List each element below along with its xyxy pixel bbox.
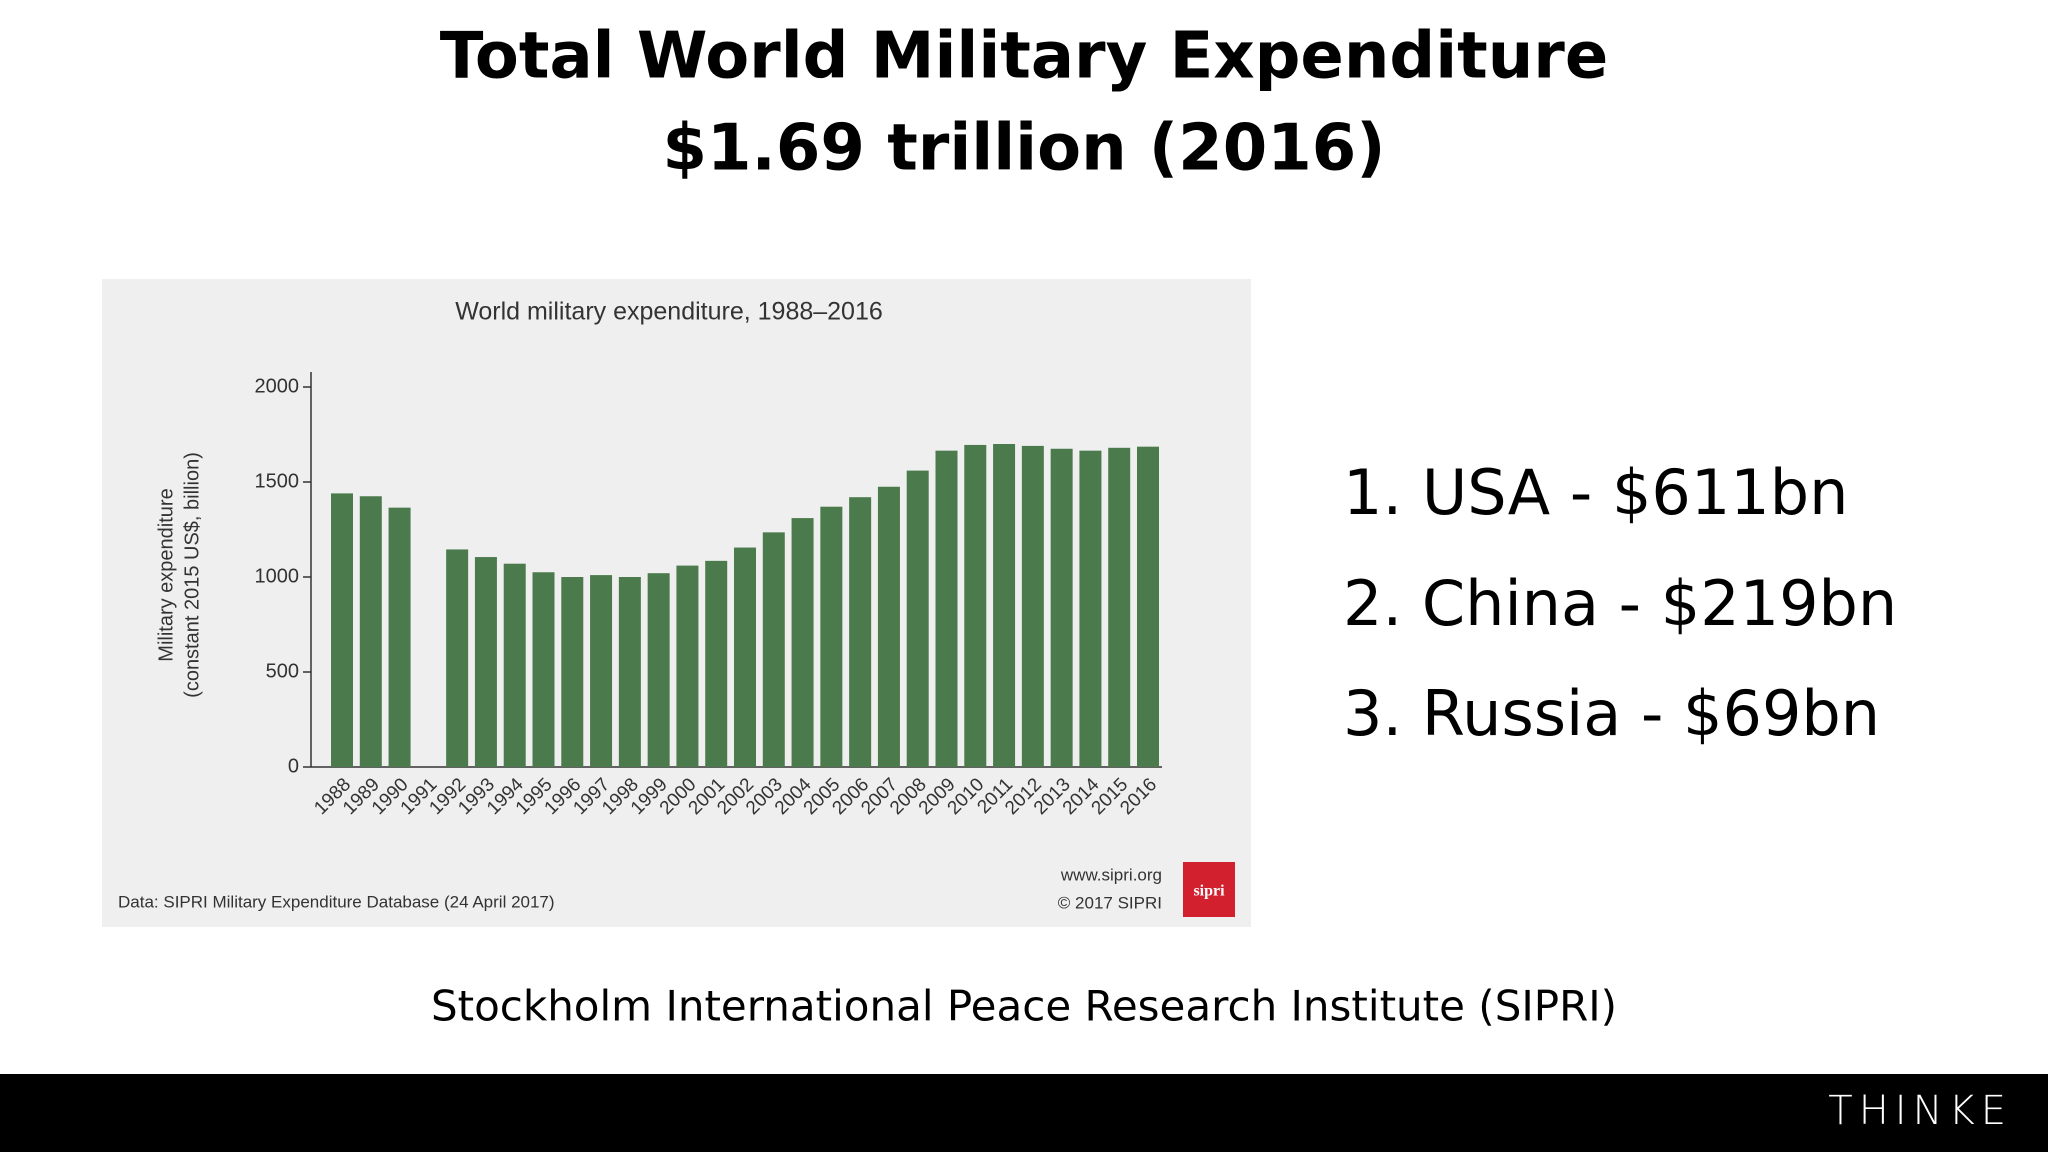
bar — [993, 444, 1016, 767]
bar — [359, 496, 382, 767]
footer-bar — [0, 1074, 2048, 1152]
bar — [762, 532, 785, 767]
bar — [1079, 450, 1102, 767]
bar — [446, 549, 469, 767]
bar — [676, 565, 699, 767]
bar — [474, 557, 497, 767]
bar — [820, 506, 843, 767]
slide-subtitle: $1.69 trillion (2016) — [662, 112, 1385, 186]
y-tick-label: 2000 — [255, 375, 300, 397]
y-axis-label-line: Military expenditure — [155, 488, 177, 661]
bar — [906, 470, 929, 767]
chart-note: Data: SIPRI Military Expenditure Databas… — [118, 892, 555, 911]
y-tick-label: 1500 — [255, 470, 300, 492]
chart-title: World military expenditure, 1988–2016 — [455, 298, 883, 326]
bar — [647, 573, 670, 767]
chart: World military expenditure, 1988–2016 Mi… — [118, 298, 1235, 917]
ranking-item: 1. USA - $611bn — [1343, 456, 1848, 529]
bar — [331, 493, 353, 767]
source: Stockholm International Peace Research I… — [431, 982, 1617, 1031]
y-tick-label: 0 — [288, 755, 299, 777]
y-axis-label-line: (constant 2015 US$, billion) — [181, 452, 203, 698]
logo-box — [1183, 862, 1235, 917]
bar — [1050, 448, 1073, 767]
ranking-item: 2. China - $219bn — [1343, 567, 1897, 640]
chart-credit: © 2017 SIPRI — [1058, 893, 1162, 912]
brand: THINKE — [1828, 1088, 2012, 1134]
bar — [849, 497, 872, 767]
bar — [561, 577, 584, 767]
bar — [532, 572, 555, 767]
bar — [1021, 445, 1044, 767]
y-tick-label: 500 — [266, 660, 299, 682]
bar — [935, 450, 958, 767]
bar — [590, 575, 613, 767]
bar — [388, 507, 411, 767]
bar — [503, 563, 526, 767]
chart-credit: www.sipri.org — [1060, 865, 1162, 884]
ranking-item: 3. Russia - $69bn — [1343, 677, 1880, 750]
bar — [791, 518, 814, 767]
bar — [1137, 446, 1159, 767]
bar — [705, 560, 728, 767]
bar — [1108, 447, 1131, 767]
logo-text: sipri — [1193, 883, 1225, 900]
y-tick-label: 1000 — [255, 565, 300, 587]
y-axis-label: Military expenditure (constant 2015 US$,… — [155, 452, 203, 698]
bar — [964, 444, 987, 767]
bar — [734, 547, 756, 767]
bar — [618, 577, 641, 767]
bar — [877, 486, 900, 767]
slide-title: Total World Military Expenditure — [440, 20, 1609, 94]
